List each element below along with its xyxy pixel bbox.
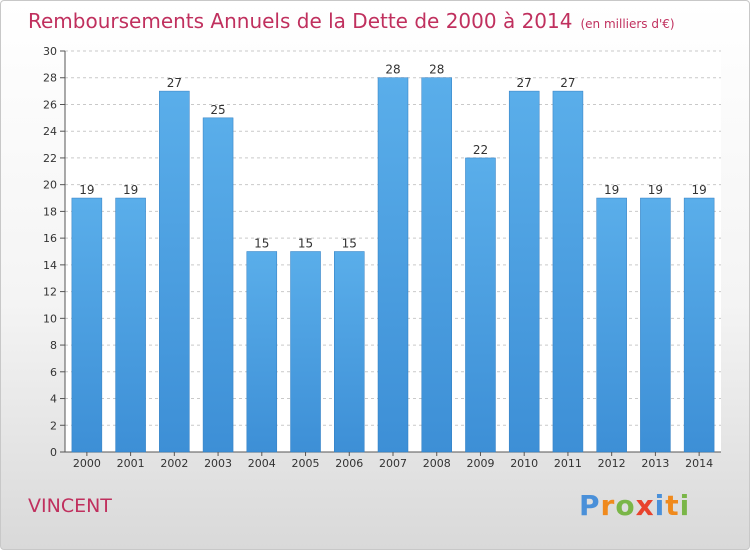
proxiti-logo: Proxiti xyxy=(579,489,690,522)
y-tick-label: 0 xyxy=(50,446,57,459)
x-tick-label: 2000 xyxy=(73,457,101,470)
y-tick-label: 8 xyxy=(50,339,57,352)
y-tick-label: 22 xyxy=(43,152,57,165)
x-tick-label: 2012 xyxy=(598,457,626,470)
bar xyxy=(552,90,584,453)
chart-title-text: Remboursements Annuels de la Dette de 20… xyxy=(28,9,573,33)
bar-value-label: 28 xyxy=(385,63,400,77)
x-tick-label: 2006 xyxy=(335,457,363,470)
x-tick-label: 2008 xyxy=(423,457,451,470)
bar xyxy=(246,251,278,453)
bar-value-label: 25 xyxy=(210,103,225,117)
chart-title: Remboursements Annuels de la Dette de 20… xyxy=(28,9,675,33)
y-tick-label: 12 xyxy=(43,286,57,299)
bar xyxy=(202,117,234,453)
x-tick-label: 2013 xyxy=(641,457,669,470)
bar-value-label: 27 xyxy=(517,76,532,90)
logo-letter: r xyxy=(600,489,616,522)
logo-letter: i xyxy=(679,489,691,522)
chart-subtitle: (en milliers d'€) xyxy=(580,17,675,31)
y-tick-label: 6 xyxy=(50,366,57,379)
bar xyxy=(421,77,452,453)
bar-value-label: 19 xyxy=(79,183,94,197)
y-tick-label: 10 xyxy=(43,312,57,325)
bar xyxy=(71,197,103,453)
x-tick-label: 2009 xyxy=(466,457,494,470)
bar-value-label: 19 xyxy=(123,183,138,197)
y-tick-label: 20 xyxy=(43,179,57,192)
bar-value-label: 15 xyxy=(254,237,269,251)
y-tick-label: 24 xyxy=(43,125,57,138)
x-tick-label: 2010 xyxy=(510,457,538,470)
y-tick-label: 30 xyxy=(43,45,57,58)
bar-value-label: 15 xyxy=(298,237,313,251)
x-tick-label: 2005 xyxy=(292,457,320,470)
y-tick-label: 26 xyxy=(43,98,57,111)
bar-value-label: 27 xyxy=(560,76,575,90)
logo-letter: t xyxy=(665,489,680,522)
bar-value-label: 19 xyxy=(648,183,663,197)
x-tick-label: 2002 xyxy=(160,457,188,470)
bar-value-label: 22 xyxy=(473,143,488,157)
logo-letter: i xyxy=(654,489,666,522)
bar xyxy=(683,197,715,453)
y-tick-label: 2 xyxy=(50,419,57,432)
bar-value-label: 19 xyxy=(604,183,619,197)
bar xyxy=(377,77,409,453)
x-tick-label: 2014 xyxy=(685,457,713,470)
y-tick-label: 14 xyxy=(43,259,57,272)
logo-letter: P xyxy=(579,489,601,522)
x-tick-label: 2011 xyxy=(554,457,582,470)
bar xyxy=(115,197,146,453)
bar-value-label: 28 xyxy=(429,63,444,77)
logo-letter: x xyxy=(635,489,655,522)
bar-value-label: 19 xyxy=(691,183,706,197)
y-tick-label: 4 xyxy=(50,393,57,406)
bar xyxy=(465,157,496,453)
bar xyxy=(508,90,540,453)
x-tick-label: 2004 xyxy=(248,457,276,470)
bar xyxy=(640,197,671,453)
x-tick-label: 2001 xyxy=(117,457,145,470)
bar xyxy=(334,251,365,453)
x-tick-label: 2003 xyxy=(204,457,232,470)
x-tick-label: 2007 xyxy=(379,457,407,470)
bar-value-label: 27 xyxy=(167,76,182,90)
y-tick-label: 28 xyxy=(43,72,57,85)
y-tick-label: 16 xyxy=(43,232,57,245)
logo-letter: o xyxy=(615,489,636,522)
commune-name: VINCENT xyxy=(28,495,112,517)
bar xyxy=(596,197,627,453)
bar xyxy=(290,251,321,453)
bar-value-label: 15 xyxy=(342,237,357,251)
y-tick-label: 18 xyxy=(43,205,57,218)
bar xyxy=(159,90,190,453)
